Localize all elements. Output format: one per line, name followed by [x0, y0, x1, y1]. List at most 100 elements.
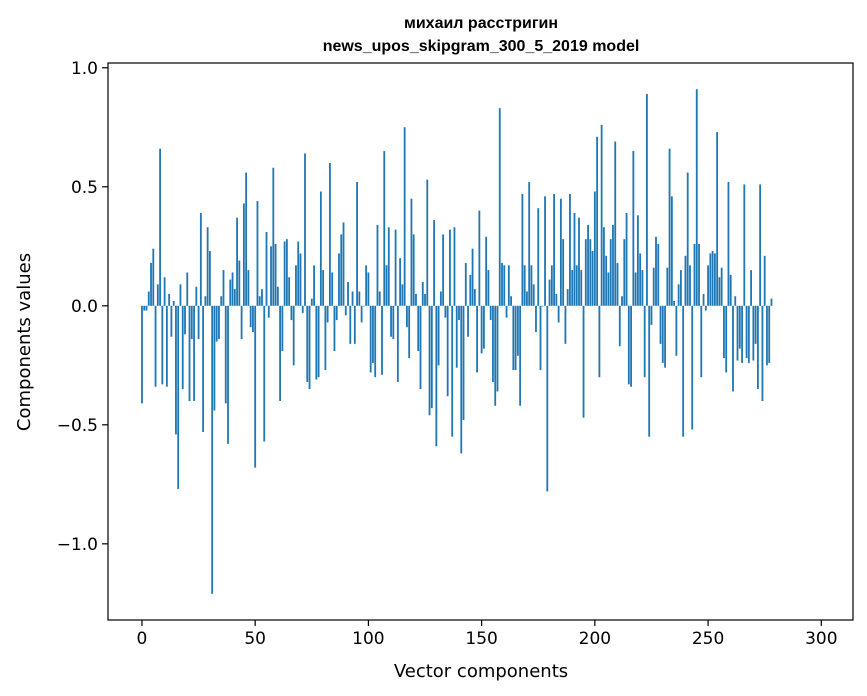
bar-243	[691, 305, 694, 430]
bar-240	[684, 255, 687, 306]
bar-181	[550, 265, 553, 306]
bar-82	[326, 305, 329, 323]
bar-148	[476, 305, 479, 373]
bar-4	[150, 262, 152, 306]
bar-48	[249, 305, 252, 328]
bar-24	[195, 286, 198, 306]
bar-163	[510, 296, 512, 306]
bar-74	[308, 305, 311, 390]
bar-190	[571, 270, 574, 306]
x-tick-label: 200	[579, 629, 611, 649]
bar-37	[224, 305, 227, 404]
bar-153	[487, 270, 490, 306]
bar-146	[471, 248, 474, 306]
bar-49	[252, 305, 254, 332]
bar-99	[365, 265, 368, 306]
bar-23	[193, 305, 195, 401]
bar-248	[702, 293, 705, 306]
bar-61	[279, 305, 281, 401]
bar-242	[689, 265, 691, 306]
bar-126	[426, 179, 429, 306]
bar-138	[453, 227, 456, 306]
bar-8	[159, 148, 161, 306]
bar-144	[467, 305, 469, 337]
bar-65	[288, 277, 291, 306]
bar-152	[485, 236, 488, 306]
bar-40	[231, 272, 234, 306]
bar-276	[766, 305, 768, 366]
bar-0	[141, 305, 143, 404]
bar-9	[161, 305, 164, 385]
bar-101	[369, 305, 372, 373]
bar-44	[240, 305, 243, 340]
bar-228	[657, 243, 660, 306]
bar-271	[754, 305, 757, 344]
bar-154	[489, 305, 492, 321]
bar-63	[283, 241, 286, 306]
bar-90	[344, 305, 347, 316]
y-tick-label: −0.5	[57, 416, 98, 436]
bar-198	[589, 239, 592, 306]
bar-10	[163, 277, 166, 306]
bar-142	[462, 305, 465, 421]
bar-205	[605, 255, 608, 306]
bar-67	[292, 305, 295, 366]
bar-274	[761, 305, 764, 401]
bar-38	[227, 305, 229, 444]
bar-100	[367, 272, 370, 306]
bar-127	[428, 305, 431, 416]
x-axis-label: Vector components	[394, 661, 568, 682]
bar-22	[190, 305, 193, 340]
bar-112	[394, 229, 397, 306]
bar-1	[143, 305, 146, 311]
bar-184	[557, 305, 560, 323]
bar-178	[544, 196, 546, 306]
bar-220	[639, 253, 642, 306]
bar-118	[408, 305, 411, 359]
bar-5	[152, 248, 155, 306]
x-tick-label: 300	[805, 629, 837, 649]
bar-12	[168, 293, 171, 306]
bar-251	[709, 253, 712, 306]
bar-92	[349, 305, 352, 344]
bar-157	[496, 305, 499, 392]
bar-239	[682, 305, 685, 437]
bar-27	[202, 305, 205, 432]
bar-60	[276, 286, 279, 306]
bar-267	[745, 305, 748, 359]
bar-237	[677, 284, 680, 306]
bar-223	[646, 93, 648, 306]
bar-238	[680, 270, 682, 306]
bar-180	[548, 279, 551, 306]
bar-30	[208, 251, 211, 306]
bar-265	[741, 305, 743, 363]
bar-111	[392, 305, 395, 340]
bar-171	[528, 182, 531, 306]
bar-20	[186, 272, 189, 306]
bar-21	[188, 305, 191, 401]
bar-179	[546, 305, 549, 492]
bar-108	[385, 265, 388, 306]
bar-241	[686, 172, 689, 306]
bar-123	[419, 305, 422, 390]
bar-159	[501, 262, 503, 306]
bar-191	[573, 212, 576, 306]
bar-170	[526, 291, 528, 306]
bar-91	[347, 281, 349, 306]
bar-102	[372, 305, 374, 363]
bar-176	[539, 305, 542, 371]
bar-269	[750, 270, 752, 306]
bar-68	[295, 265, 297, 306]
bar-7	[156, 284, 159, 306]
bar-250	[707, 265, 709, 306]
bar-3	[147, 291, 150, 306]
bar-270	[752, 305, 755, 361]
bar-109	[387, 227, 390, 306]
bar-169	[523, 265, 526, 306]
bar-76	[313, 265, 315, 306]
bar-214	[625, 212, 628, 306]
x-tick-label: 0	[137, 629, 148, 649]
bars-layer	[141, 89, 773, 594]
y-tick-label: −1.0	[57, 535, 98, 555]
bar-17	[179, 284, 182, 306]
